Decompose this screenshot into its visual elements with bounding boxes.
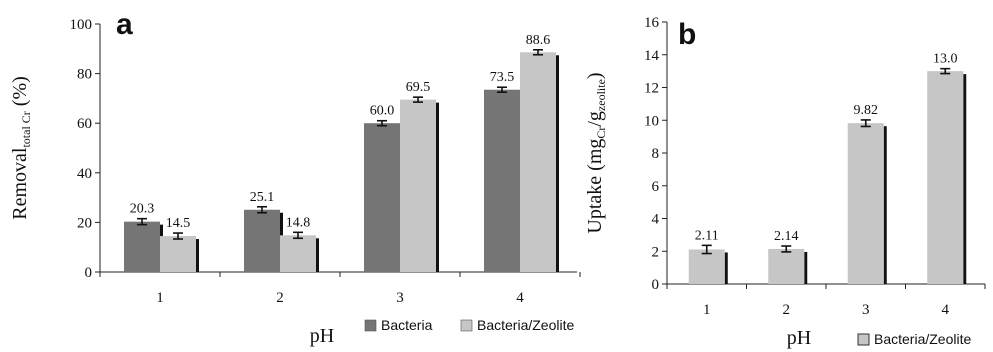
legend-label: Bacteria bbox=[381, 317, 433, 333]
y-tick-label: 10 bbox=[644, 113, 659, 129]
data-label: 88.6 bbox=[526, 33, 551, 48]
x-axis-label: pH bbox=[310, 325, 334, 347]
data-label: 73.5 bbox=[490, 70, 515, 85]
data-label: 69.5 bbox=[406, 80, 431, 95]
legend-label: Bacteria/Zeolite bbox=[477, 317, 574, 333]
bar bbox=[244, 209, 280, 272]
bar-shadow bbox=[316, 238, 319, 272]
y-tick-label: 4 bbox=[652, 212, 660, 228]
y-tick-label: 14 bbox=[644, 48, 660, 64]
x-tick-label: 2 bbox=[783, 302, 791, 318]
chart-panel-a: 0 20 40 60 80 100 1 2 3 4 20.3 25.1 60.0 73.5 14.5 14.8… bbox=[9, 8, 581, 347]
y-axis-label-part: ) bbox=[584, 72, 606, 79]
y-tick-label: 40 bbox=[77, 166, 92, 182]
x-tick-label: 3 bbox=[396, 290, 404, 306]
bar-shadow bbox=[436, 102, 439, 272]
data-label: 25.1 bbox=[250, 190, 275, 205]
y-axis-label-part: /g bbox=[584, 111, 606, 127]
y-axis-label-subscript: Cr bbox=[594, 127, 608, 139]
y-axis-label: Removaltotal Cr (%) bbox=[9, 76, 33, 220]
y-axis-label-part: (%) bbox=[9, 76, 31, 111]
bar-shadow bbox=[883, 126, 887, 284]
bar bbox=[160, 236, 196, 272]
y-axis-label-subscript: zeolite bbox=[594, 79, 608, 111]
y-tick-label: 80 bbox=[77, 67, 92, 83]
bar bbox=[847, 123, 884, 284]
bar bbox=[484, 89, 520, 272]
legend-swatch bbox=[364, 319, 377, 332]
bar bbox=[768, 248, 805, 284]
y-tick-label: 6 bbox=[652, 179, 660, 195]
y-tick-label: 100 bbox=[70, 17, 93, 33]
x-tick-label: 1 bbox=[156, 290, 164, 306]
y-axis-label-part: Uptake (mg bbox=[584, 139, 606, 234]
x-tick-label: 4 bbox=[942, 302, 950, 318]
bar bbox=[280, 235, 316, 272]
x-tick-label: 4 bbox=[516, 290, 524, 306]
y-tick-label: 0 bbox=[652, 277, 660, 293]
y-tick-label: 8 bbox=[652, 146, 660, 162]
x-tick-label: 2 bbox=[276, 290, 284, 306]
data-label: 14.5 bbox=[166, 216, 191, 231]
legend-swatch bbox=[460, 319, 473, 332]
data-label: 2.11 bbox=[695, 228, 719, 243]
bar bbox=[688, 249, 725, 284]
bar bbox=[400, 99, 436, 272]
data-label: 60.0 bbox=[370, 104, 395, 119]
bar-shadow bbox=[963, 74, 967, 284]
data-label: 14.8 bbox=[286, 215, 311, 230]
y-tick-label: 60 bbox=[77, 116, 92, 132]
bar-shadow bbox=[196, 239, 199, 272]
data-label: 9.82 bbox=[854, 103, 879, 118]
bar bbox=[124, 221, 160, 272]
y-tick-label: 0 bbox=[85, 265, 93, 281]
data-label: 2.14 bbox=[774, 229, 799, 244]
bar bbox=[927, 71, 964, 284]
y-axis-label-part: Removal bbox=[9, 147, 31, 220]
bar bbox=[520, 52, 556, 272]
y-axis-label: Uptake (mgCr/gzeolite) bbox=[584, 72, 608, 233]
panel-label: a bbox=[116, 8, 133, 41]
bar-shadow bbox=[724, 252, 728, 284]
data-label: 13.0 bbox=[933, 52, 958, 67]
x-axis-label: pH bbox=[787, 327, 811, 349]
y-tick-label: 16 bbox=[644, 15, 660, 31]
y-tick-label: 20 bbox=[77, 215, 92, 231]
legend-b: Bacteria/Zeolite bbox=[857, 331, 971, 347]
y-tick-label: 12 bbox=[644, 81, 659, 97]
x-tick-label: 3 bbox=[862, 302, 870, 318]
panel-label: b bbox=[678, 18, 696, 51]
bar bbox=[364, 123, 400, 272]
y-axis-label-subscript: total Cr bbox=[19, 111, 33, 147]
y-tick-label: 2 bbox=[652, 244, 660, 260]
x-tick-label: 1 bbox=[703, 302, 711, 318]
legend-swatch bbox=[857, 333, 870, 346]
bar-shadow bbox=[804, 251, 808, 284]
legend-a: Bacteria Bacteria/Zeolite bbox=[364, 317, 574, 333]
data-label: 20.3 bbox=[130, 202, 155, 217]
legend-label: Bacteria/Zeolite bbox=[874, 331, 971, 347]
bar-shadow bbox=[556, 55, 559, 272]
